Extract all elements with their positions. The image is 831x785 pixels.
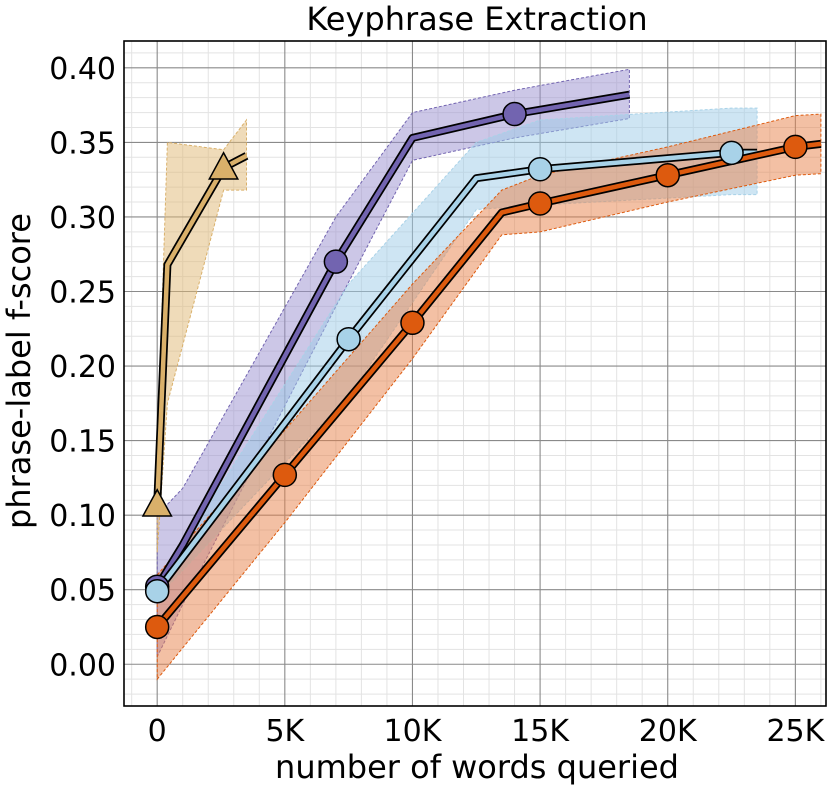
line-purple bbox=[155, 92, 630, 588]
x-tick-label: 25K bbox=[766, 714, 825, 749]
marker-orange bbox=[144, 614, 170, 640]
marker-light-blue bbox=[336, 326, 361, 352]
line-orange bbox=[155, 141, 822, 629]
marker-light-blue bbox=[719, 140, 744, 166]
marker-orange bbox=[272, 462, 298, 488]
y-tick-label: 0.05 bbox=[49, 574, 116, 609]
plot-frame bbox=[123, 40, 827, 707]
y-tick-label: 0.25 bbox=[49, 275, 116, 310]
marker-gold bbox=[208, 151, 240, 180]
y-tick-label: 0.10 bbox=[49, 499, 116, 534]
y-tick-label: 0.30 bbox=[49, 201, 116, 236]
marker-orange bbox=[527, 191, 553, 216]
marker-orange bbox=[400, 310, 425, 336]
x-tick-label: 0 bbox=[148, 714, 167, 749]
y-axis-title: phrase-label f-score bbox=[0, 213, 38, 529]
line-gold bbox=[154, 153, 248, 505]
marker-purple bbox=[323, 249, 349, 274]
marker-gold bbox=[141, 488, 173, 517]
x-tick-label: 5K bbox=[265, 714, 305, 749]
marker-light-blue bbox=[527, 156, 553, 182]
series-lines bbox=[153, 90, 822, 630]
x-tick-label: 15K bbox=[511, 714, 570, 749]
x-axis-title: number of words queried bbox=[275, 748, 679, 785]
y-tick-label: 0.15 bbox=[49, 425, 116, 460]
band-purple bbox=[156, 68, 630, 658]
y-tick-label: 0.00 bbox=[49, 648, 116, 683]
series-markers bbox=[141, 101, 808, 640]
x-tick-label: 10K bbox=[384, 714, 443, 749]
marker-purple bbox=[502, 101, 527, 127]
x-tick-label: 20K bbox=[639, 714, 698, 749]
marker-orange bbox=[655, 162, 680, 188]
y-tick-label: 0.20 bbox=[49, 350, 116, 385]
y-tick-label: 0.40 bbox=[49, 52, 116, 87]
chart-title: Keyphrase Extraction bbox=[306, 0, 647, 38]
marker-orange bbox=[783, 134, 808, 160]
marker-light-blue bbox=[144, 578, 170, 604]
tick-labels: 0 5K 10K 15K 20K 25K 0.00 0.05 0.10 0.15 0.20 0.25 0… bbox=[49, 52, 825, 749]
y-tick-label: 0.35 bbox=[49, 126, 116, 161]
